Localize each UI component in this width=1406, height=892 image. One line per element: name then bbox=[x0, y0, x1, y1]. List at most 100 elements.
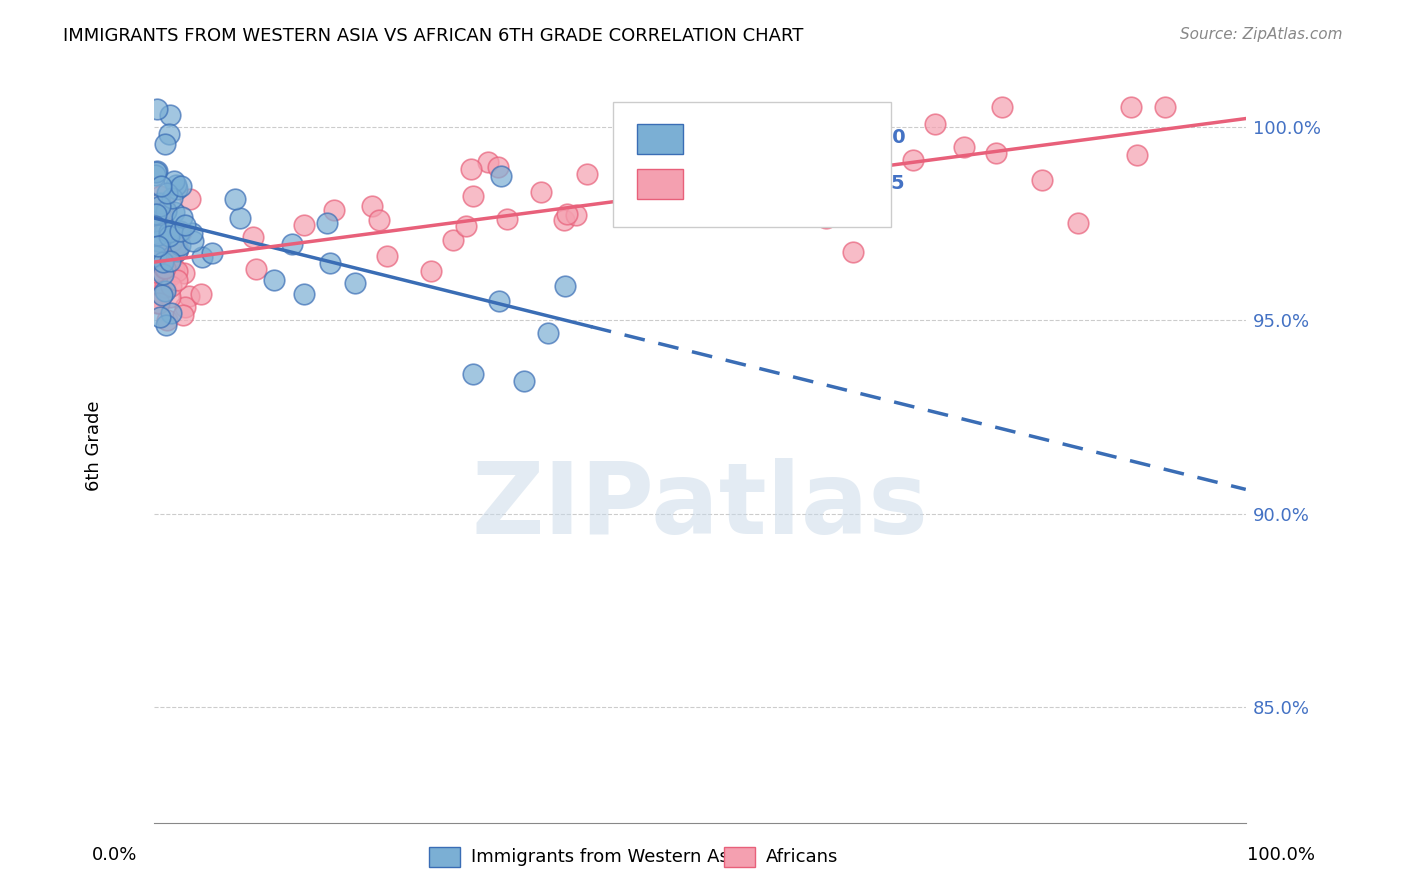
Point bbox=[155, 137, 177, 152]
Point bbox=[242, 229, 264, 244]
Point bbox=[1067, 216, 1090, 230]
Point bbox=[169, 224, 191, 238]
Point bbox=[565, 208, 588, 222]
Point bbox=[263, 273, 285, 287]
Point bbox=[1119, 100, 1142, 114]
Point bbox=[143, 168, 166, 182]
Point bbox=[146, 239, 169, 253]
Point bbox=[814, 211, 837, 226]
Point bbox=[323, 202, 346, 217]
Point bbox=[155, 260, 177, 275]
Point bbox=[682, 158, 704, 172]
Text: 6th Grade: 6th Grade bbox=[86, 401, 103, 491]
Point bbox=[155, 285, 177, 299]
Point bbox=[486, 161, 509, 175]
Point bbox=[163, 262, 186, 277]
Point bbox=[281, 236, 304, 251]
Point bbox=[169, 238, 191, 252]
Point bbox=[224, 192, 246, 206]
Point bbox=[344, 276, 367, 290]
Point bbox=[148, 234, 170, 248]
Point bbox=[166, 227, 188, 241]
Point bbox=[152, 267, 174, 281]
Point bbox=[245, 262, 267, 277]
Point bbox=[165, 239, 187, 253]
Point bbox=[148, 272, 170, 286]
Point bbox=[157, 229, 180, 244]
Point bbox=[229, 211, 252, 225]
Point bbox=[157, 245, 180, 260]
Point bbox=[143, 207, 166, 221]
Point bbox=[159, 108, 181, 122]
Point bbox=[153, 197, 176, 211]
Point bbox=[986, 146, 1008, 161]
Point bbox=[155, 318, 177, 332]
Point bbox=[159, 306, 181, 320]
Point bbox=[153, 261, 176, 276]
Point bbox=[143, 219, 166, 234]
Point bbox=[148, 216, 170, 230]
Point bbox=[149, 206, 172, 220]
Text: 100.0%: 100.0% bbox=[1247, 846, 1315, 863]
Point bbox=[553, 212, 575, 227]
Point bbox=[155, 204, 177, 219]
Point bbox=[842, 245, 865, 260]
Point bbox=[160, 191, 183, 205]
Point bbox=[152, 255, 174, 269]
Point bbox=[170, 178, 193, 193]
Point bbox=[149, 199, 172, 213]
Point bbox=[160, 234, 183, 248]
Point bbox=[156, 313, 179, 327]
Point bbox=[513, 374, 536, 388]
Point bbox=[143, 271, 166, 285]
Point bbox=[162, 249, 184, 263]
Point bbox=[163, 205, 186, 219]
Point bbox=[153, 280, 176, 294]
Text: R =  0.409   N = 75: R = 0.409 N = 75 bbox=[697, 174, 904, 193]
Point bbox=[146, 227, 169, 242]
Point bbox=[166, 264, 188, 278]
Point bbox=[173, 266, 195, 280]
Point bbox=[180, 226, 202, 240]
Point bbox=[145, 165, 167, 179]
Point bbox=[145, 102, 167, 116]
Point bbox=[157, 225, 180, 239]
Point bbox=[160, 268, 183, 282]
Point bbox=[166, 244, 188, 258]
FancyBboxPatch shape bbox=[637, 124, 682, 153]
Point bbox=[143, 265, 166, 279]
Point bbox=[190, 287, 212, 301]
Point bbox=[165, 178, 187, 192]
Point bbox=[463, 367, 485, 381]
Point bbox=[441, 233, 464, 247]
Point bbox=[166, 273, 188, 287]
Point bbox=[491, 169, 513, 184]
Point bbox=[172, 308, 194, 322]
Point bbox=[1031, 173, 1053, 187]
Point bbox=[924, 117, 946, 131]
Point bbox=[952, 140, 974, 154]
Point bbox=[706, 159, 728, 173]
FancyBboxPatch shape bbox=[613, 103, 891, 227]
Point bbox=[170, 210, 193, 224]
Point bbox=[477, 155, 499, 169]
Point bbox=[368, 213, 391, 227]
Text: R = -0.099   N = 60: R = -0.099 N = 60 bbox=[697, 128, 905, 146]
Point bbox=[179, 193, 201, 207]
Point bbox=[177, 289, 200, 303]
Point bbox=[149, 310, 172, 324]
Point bbox=[860, 140, 883, 154]
Point bbox=[155, 186, 177, 200]
Point bbox=[901, 153, 924, 167]
Point bbox=[554, 279, 576, 293]
Point bbox=[143, 254, 166, 268]
Point bbox=[420, 264, 443, 278]
Point bbox=[292, 219, 315, 233]
Point bbox=[454, 219, 477, 233]
Point bbox=[488, 294, 510, 309]
Point bbox=[146, 164, 169, 178]
Point bbox=[991, 100, 1014, 114]
Point bbox=[460, 161, 482, 176]
Point bbox=[159, 254, 181, 268]
Point bbox=[530, 186, 553, 200]
